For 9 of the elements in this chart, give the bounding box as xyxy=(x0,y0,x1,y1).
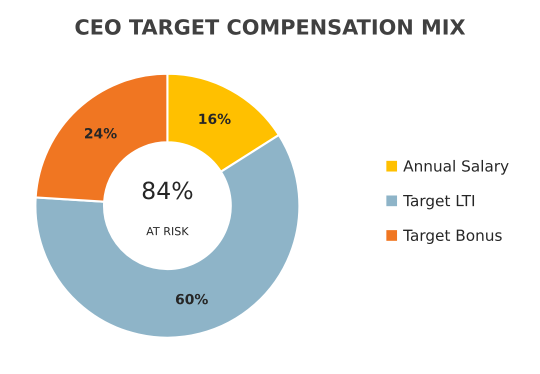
legend-label: Target Bonus xyxy=(403,230,502,244)
data-label: 16% xyxy=(199,114,231,124)
text: 84% xyxy=(142,181,192,200)
legend-label: Target LTI xyxy=(403,195,474,210)
legend-label: Annual Salary xyxy=(403,160,509,175)
data-label: 24% xyxy=(85,128,117,139)
text: AT RISK xyxy=(146,226,189,236)
chart-title: CEO TARGET COMPENSATION MIX xyxy=(75,19,466,35)
data-label: 60% xyxy=(176,294,208,304)
